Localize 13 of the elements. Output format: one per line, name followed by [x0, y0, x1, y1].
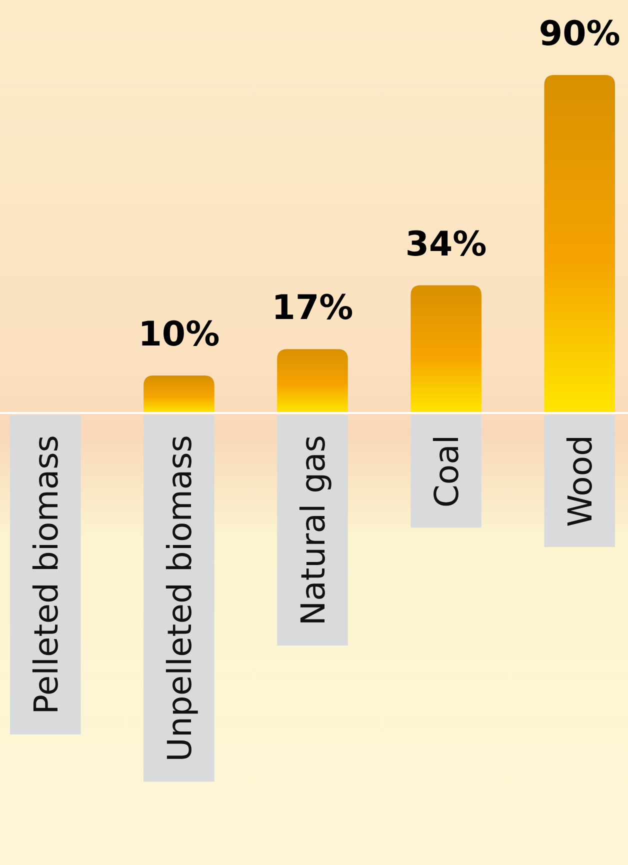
bar [410, 285, 482, 413]
bar [544, 75, 615, 413]
bar [277, 349, 348, 413]
data-label: 34% [405, 224, 487, 264]
x-tick-label: Natural gas [294, 435, 332, 626]
x-tick-label: Coal [427, 435, 466, 508]
x-tick-label: Unpelleted biomass [160, 435, 199, 762]
x-tick-label: Pelleted biomass [26, 435, 66, 714]
data-label: 17% [272, 288, 354, 328]
x-tick-label: Wood [560, 435, 600, 528]
data-label: 90% [538, 14, 620, 54]
data-label: 10% [138, 314, 220, 354]
bar [144, 375, 214, 413]
